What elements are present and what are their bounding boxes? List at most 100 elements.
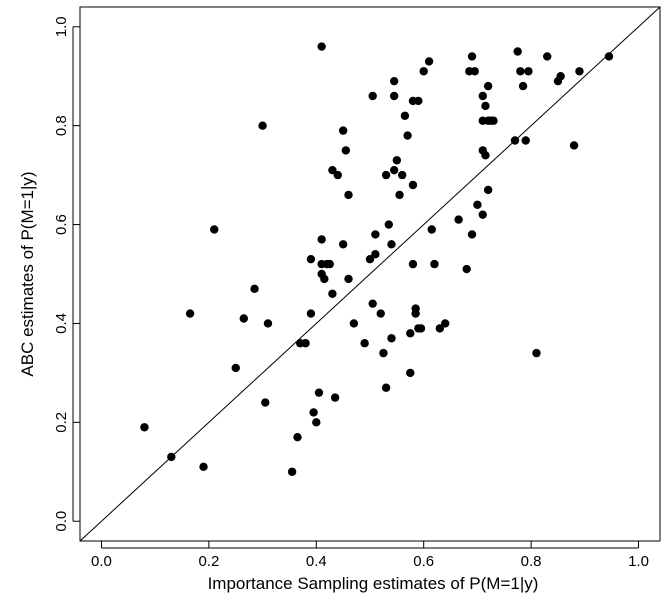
data-point	[483, 81, 493, 91]
data-point	[411, 309, 420, 318]
data-point	[470, 67, 479, 76]
data-point	[368, 299, 377, 308]
data-point	[349, 319, 359, 328]
x-axis-label: Importance Sampling estimates of P(M=1|y…	[208, 574, 539, 593]
data-point	[400, 111, 410, 120]
data-point	[306, 254, 316, 264]
y-tick-label: 0.8	[53, 115, 70, 136]
data-point	[381, 170, 391, 180]
data-point	[398, 170, 407, 180]
data-point	[301, 339, 310, 348]
data-point	[389, 76, 399, 86]
data-point	[416, 324, 426, 333]
data-point	[387, 334, 396, 343]
data-point	[489, 116, 498, 125]
data-point	[395, 190, 404, 200]
data-point	[344, 274, 353, 284]
x-tick-label: 0.8	[521, 553, 542, 570]
data-point	[365, 254, 375, 264]
data-point	[314, 388, 324, 397]
data-point	[379, 348, 388, 358]
data-point	[199, 462, 208, 472]
data-point	[250, 284, 259, 294]
data-point	[368, 91, 377, 101]
data-point	[569, 141, 579, 150]
x-tick-label: 0.0	[91, 553, 112, 570]
data-point	[430, 259, 439, 269]
data-point	[481, 101, 490, 111]
data-point	[524, 67, 533, 76]
data-point	[328, 165, 337, 175]
data-point	[360, 339, 369, 348]
data-point	[478, 91, 487, 101]
data-point	[478, 210, 487, 219]
data-point	[333, 170, 342, 180]
x-tick-label: 0.6	[413, 553, 434, 570]
data-point	[389, 165, 399, 175]
x-tick-label: 1.0	[628, 553, 649, 570]
data-point	[210, 225, 219, 234]
data-point	[239, 314, 248, 323]
y-tick-label: 1.0	[53, 16, 70, 37]
data-point	[518, 81, 528, 91]
data-point	[371, 230, 380, 239]
data-point	[320, 274, 329, 284]
identity-line	[79, 6, 661, 542]
data-point	[467, 230, 477, 239]
data-point	[344, 190, 353, 200]
data-point	[575, 67, 584, 76]
data-point	[483, 185, 493, 195]
plot-frame	[79, 6, 661, 542]
y-tick-label: 0.4	[53, 313, 70, 334]
data-point	[513, 47, 522, 56]
data-point	[293, 432, 302, 442]
data-point	[440, 319, 450, 328]
y-tick-label: 0.6	[53, 214, 70, 235]
data-point	[306, 309, 316, 318]
data-point	[389, 91, 399, 101]
data-point	[408, 259, 418, 269]
data-point	[424, 57, 434, 66]
data-point	[427, 225, 436, 234]
data-point	[454, 215, 463, 224]
data-point	[341, 146, 351, 155]
data-point	[481, 151, 490, 160]
data-point	[462, 264, 471, 274]
data-point	[406, 329, 415, 338]
data-point	[532, 348, 541, 358]
data-point	[510, 136, 520, 145]
data-point	[392, 156, 402, 165]
data-point	[516, 67, 525, 76]
plot-area	[79, 6, 661, 542]
data-point	[287, 467, 297, 476]
data-point	[556, 72, 565, 81]
data-point	[167, 452, 176, 462]
data-point	[387, 240, 396, 249]
data-point	[384, 220, 393, 229]
data-point	[231, 363, 240, 373]
x-tick-label: 0.2	[198, 553, 219, 570]
y-tick-label: 0.0	[53, 511, 70, 532]
data-point	[185, 309, 195, 318]
data-point	[435, 324, 445, 333]
data-point	[309, 408, 318, 417]
data-point	[473, 200, 482, 209]
data-point	[408, 180, 418, 190]
data-point	[263, 319, 273, 328]
data-point	[317, 42, 326, 51]
y-tick-label: 0.2	[53, 412, 70, 433]
data-point	[521, 136, 530, 145]
data-point	[330, 393, 340, 402]
data-point	[258, 121, 267, 130]
x-tick-label: 0.4	[306, 553, 327, 570]
data-point	[338, 126, 348, 135]
x-axis: 0.0 0.2 0.4 0.6 0.8 1.0	[91, 541, 649, 570]
y-axis: 0.0 0.2 0.4 0.6 0.8 1.0	[53, 16, 80, 532]
y-axis-label: ABC estimates of P(M=1|y)	[18, 171, 37, 376]
data-point	[414, 96, 423, 106]
data-point	[338, 240, 348, 249]
data-point	[371, 250, 380, 259]
data-point	[381, 383, 391, 392]
data-point	[140, 423, 149, 432]
